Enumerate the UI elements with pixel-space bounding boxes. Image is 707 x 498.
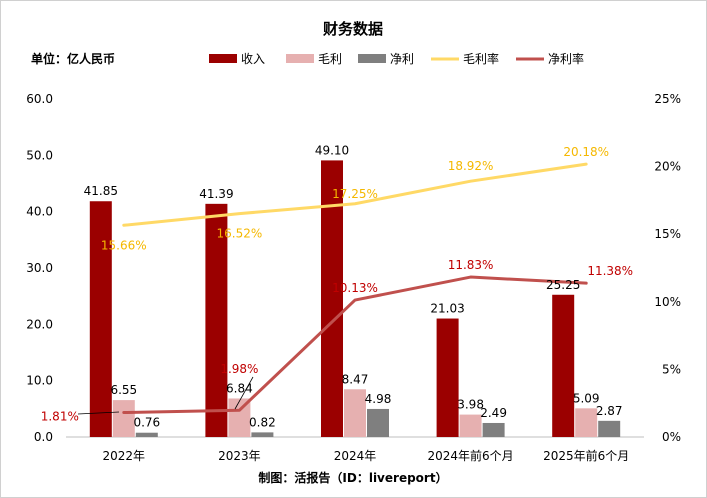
legend-label: 净利率	[548, 51, 584, 66]
bar-value-label: 6.84	[226, 381, 253, 395]
bar-毛利	[575, 408, 598, 437]
bar-收入	[552, 294, 575, 437]
bar-series	[89, 160, 621, 438]
bar-净利	[251, 432, 274, 437]
source-note: 制图：活报告（ID：livereport）	[258, 470, 447, 485]
bar-value-label: 41.85	[84, 184, 118, 198]
line-value-label: 1.81%	[41, 410, 79, 424]
legend-swatch	[209, 54, 237, 63]
bar-value-label: 0.76	[133, 416, 160, 430]
bar-收入	[321, 160, 343, 438]
legend-label: 毛利率	[463, 51, 499, 66]
line-value-label: 20.18%	[563, 145, 609, 159]
y-left-tick-label: 0.0	[34, 430, 53, 444]
line-value-label: 16.52%	[217, 227, 263, 241]
y-right-tick-label: 5%	[662, 362, 681, 376]
legend-label: 净利	[390, 52, 414, 66]
bar-净利	[135, 432, 158, 437]
line-毛利率	[122, 162, 588, 227]
bar-毛利	[344, 389, 366, 437]
line-value-label: 11.38%	[587, 264, 633, 278]
line-value-label: 15.66%	[101, 238, 147, 252]
bar-value-label: 8.47	[342, 372, 369, 386]
y-right-tick-label: 15%	[654, 227, 681, 241]
bar-value-label: 0.82	[249, 415, 276, 429]
bar-value-label: 5.09	[573, 391, 600, 405]
bar-净利	[482, 422, 505, 437]
bar-value-label: 3.98	[457, 398, 484, 412]
bar-毛利	[228, 398, 251, 437]
y-left-tick-label: 40.0	[26, 205, 53, 219]
line-value-label: 1.98%	[220, 362, 258, 376]
bar-净利	[367, 408, 389, 437]
line-value-label: 11.83%	[448, 258, 494, 272]
line-value-label: 17.25%	[332, 187, 378, 201]
y-right-tick-label: 25%	[654, 92, 681, 106]
bar-value-label: 41.39	[199, 187, 233, 201]
line-value-label: 10.13%	[332, 281, 378, 295]
y-left-tick-label: 20.0	[26, 317, 53, 331]
x-tick-label: 2024年前6个月	[428, 448, 514, 463]
bar-value-label: 2.87	[596, 404, 623, 418]
legend-label: 收入	[241, 52, 265, 66]
axes: 0.0 10.0 20.0 30.0 40.0 50.0 60.0 0% 5% 10% 15% 20%…	[26, 92, 681, 463]
bar-收入	[205, 203, 228, 437]
x-tick-label: 2023年	[218, 449, 261, 463]
legend-swatch	[358, 54, 386, 63]
y-right-tick-label: 20%	[654, 160, 681, 174]
x-tick-label: 2022年	[103, 449, 146, 463]
bar-value-label: 4.98	[365, 392, 392, 406]
unit-label: 单位：亿人民币	[31, 51, 115, 66]
bar-净利	[598, 420, 621, 437]
line-净利率	[122, 275, 588, 415]
leader-line	[77, 411, 120, 415]
leader-line	[234, 376, 254, 410]
bar-收入	[436, 318, 459, 437]
y-right-tick-label: 10%	[654, 295, 681, 309]
line-value-label: 18.92%	[448, 159, 494, 173]
bar-毛利	[459, 414, 482, 437]
y-right-tick-label: 0%	[662, 430, 681, 444]
bar-value-label: 49.10	[315, 143, 349, 157]
bar-value-label: 21.03	[430, 302, 464, 316]
x-tick-label: 2025年前6个月	[543, 448, 629, 463]
y-left-tick-label: 50.0	[26, 148, 53, 162]
data-labels: 41.85 41.39 49.10 21.03 25.25 6.55 6.84 8.47 3.9…	[41, 143, 633, 429]
y-left-tick-label: 10.0	[26, 374, 53, 388]
x-tick-label: 2024年	[334, 449, 377, 463]
bar-value-label: 6.55	[110, 383, 137, 397]
bar-value-label: 2.49	[480, 406, 507, 420]
legend: 收入 毛利 净利 毛利率 净利率	[209, 51, 584, 66]
legend-swatch	[286, 54, 314, 63]
chart-title: 财务数据	[323, 20, 383, 38]
bar-value-label: 25.25	[546, 278, 580, 292]
y-left-tick-label: 30.0	[26, 261, 53, 275]
y-left-tick-label: 60.0	[26, 92, 53, 106]
bar-收入	[89, 201, 112, 437]
bar-毛利	[112, 400, 135, 437]
line-series	[122, 162, 588, 415]
legend-label: 毛利	[318, 52, 342, 66]
